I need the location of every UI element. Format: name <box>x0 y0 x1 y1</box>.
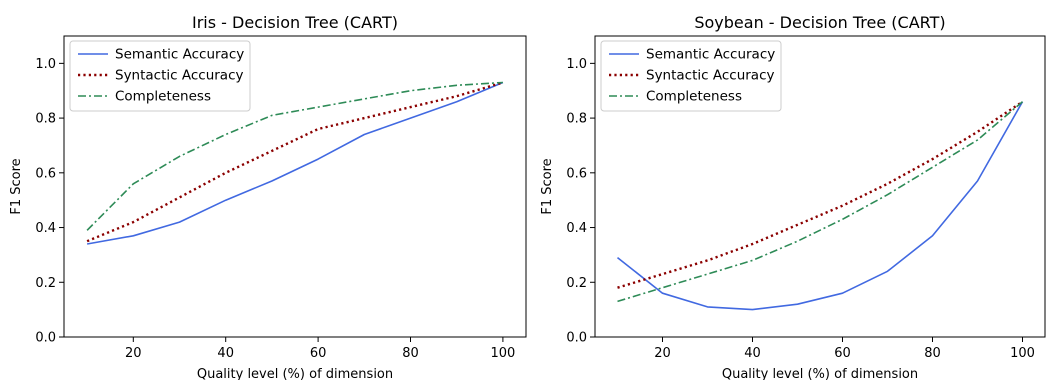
chart-title: Soybean - Decision Tree (CART) <box>694 13 945 32</box>
semantic-accuracy-series-line <box>617 101 1024 311</box>
x-tick-label: 20 <box>654 346 671 361</box>
completeness-series-line <box>86 81 503 231</box>
y-tick-label: 0.6 <box>35 166 56 181</box>
legend-label-syntactic-accuracy: Syntactic Accuracy <box>115 68 244 84</box>
legend-label-syntactic-accuracy: Syntactic Accuracy <box>646 68 775 84</box>
y-tick-label: 0.0 <box>35 331 56 346</box>
y-tick-label: 0.6 <box>566 166 587 181</box>
iris-chart-panel: Iris - Decision Tree (CART) 20 40 60 80 100 0.… <box>9 13 527 380</box>
legend-label-semantic-accuracy: Semantic Accuracy <box>115 47 244 63</box>
semantic-accuracy-series-line <box>86 81 504 245</box>
y-axis-label: F1 Score <box>9 158 24 214</box>
x-tick-label: 80 <box>924 346 941 361</box>
x-axis-label: Quality level (%) of dimension <box>197 367 393 380</box>
y-axis-label: F1 Score <box>540 158 555 214</box>
y-tick-label: 0.0 <box>566 331 587 346</box>
x-tick-label: 100 <box>1010 346 1035 361</box>
x-tick-label: 20 <box>125 346 142 361</box>
y-tick-label: 0.2 <box>35 276 56 291</box>
x-tick-label: 60 <box>834 346 851 361</box>
legend-label-semantic-accuracy: Semantic Accuracy <box>646 47 775 63</box>
completeness-series-line <box>617 101 1024 303</box>
chart-title: Iris - Decision Tree (CART) <box>192 13 398 32</box>
y-tick-label: 1.0 <box>566 57 587 72</box>
x-tick-label: 40 <box>744 346 761 361</box>
legend-label-completeness: Completeness <box>115 89 211 105</box>
y-tick-label: 0.4 <box>35 221 56 236</box>
x-tick-label: 80 <box>402 346 419 361</box>
y-tick-label: 0.4 <box>566 221 587 236</box>
y-tick-label: 0.8 <box>35 112 56 127</box>
y-tick-label: 1.0 <box>35 57 56 72</box>
syntactic-accuracy-series-line <box>617 100 1024 289</box>
syntactic-accuracy-series-line <box>86 81 504 243</box>
y-tick-label: 0.8 <box>566 112 587 127</box>
legend-frame <box>69 40 251 112</box>
x-tick-label: 60 <box>310 346 327 361</box>
legend: Semantic Accuracy Syntactic Accuracy Compl… <box>600 40 782 112</box>
legend: Semantic Accuracy Syntactic Accuracy Compl… <box>69 40 251 112</box>
axes-frame <box>594 35 1046 338</box>
x-axis-label: Quality level (%) of dimension <box>722 367 918 380</box>
x-tick-label: 40 <box>217 346 234 361</box>
soybean-chart-panel: Soybean - Decision Tree (CART) 20 40 60 80 10… <box>540 13 1046 380</box>
x-tick-label: 100 <box>490 346 515 361</box>
legend-frame <box>600 40 782 112</box>
axes-frame <box>63 35 527 338</box>
y-tick-label: 0.2 <box>566 276 587 291</box>
legend-label-completeness: Completeness <box>646 89 742 105</box>
